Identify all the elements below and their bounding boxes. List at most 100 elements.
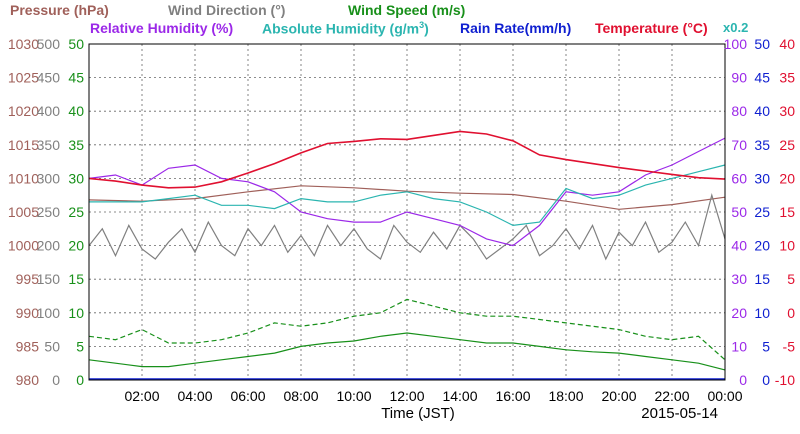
relative-humidity-line xyxy=(88,137,726,247)
pressure-tick-label: 990 xyxy=(16,305,40,321)
wind-speed-tick-label: 25 xyxy=(68,204,84,220)
x-tick-label: 06:00 xyxy=(230,388,265,404)
wind-direction-tick-label: 100 xyxy=(37,305,61,321)
legend-absolute-humidity-label: Absolute Humidity (g/m xyxy=(262,20,420,37)
legend-temperature: Temperature (°C) xyxy=(595,20,708,36)
rain-rate-tick-label: 50 xyxy=(754,36,770,52)
temperature-tick-label: 25 xyxy=(779,137,795,153)
wind-speed-tick-label: 50 xyxy=(68,36,84,52)
temperature-tick-label: 40 xyxy=(779,36,795,52)
plot-frame xyxy=(88,43,726,381)
temperature-tick-label: 10 xyxy=(779,238,795,254)
temperature-tick-label: -5 xyxy=(783,338,796,354)
rain-rate-tick-label: 30 xyxy=(754,170,770,186)
x-tick-label: 22:00 xyxy=(654,388,689,404)
relative-humidity-tick-label: 0 xyxy=(739,372,747,388)
wind-direction-tick-label: 400 xyxy=(37,103,61,119)
wind-speed-tick-label: 20 xyxy=(68,238,84,254)
pressure-tick-label: 1010 xyxy=(8,170,39,186)
rain-rate-tick-label: 10 xyxy=(754,305,770,321)
legend-relative-humidity-label: Relative Humidity (%) xyxy=(90,20,234,36)
relative-humidity-tick-label: 80 xyxy=(731,103,747,119)
x-tick-label: 10:00 xyxy=(336,388,371,404)
relative-humidity-tick-label: 10 xyxy=(731,338,747,354)
wind-speed-gust-m-s-line xyxy=(88,298,726,361)
relative-humidity-tick-label: 70 xyxy=(731,137,747,153)
legend-absolute-humidity-exp: 3 xyxy=(419,20,425,30)
legend-rain-rate: Rain Rate(mm/h) xyxy=(460,20,571,36)
series-layer xyxy=(88,130,726,371)
absolute-humidity-g-m3-line xyxy=(89,164,726,227)
x-tick-label: 14:00 xyxy=(442,388,477,404)
legend-wind-speed: Wind Speed (m/s) xyxy=(348,2,465,18)
temperature-tick-label: -10 xyxy=(775,372,795,388)
x-tick-label: 00:00 xyxy=(707,388,742,404)
rain-rate-tick-label: 20 xyxy=(754,238,770,254)
wind-speed-tick-label: 5 xyxy=(76,338,84,354)
wind-speed-tick-label: 10 xyxy=(68,305,84,321)
x-tick-label: 12:00 xyxy=(389,388,424,404)
relative-humidity-tick-label: 20 xyxy=(731,305,747,321)
x-tick-label: 20:00 xyxy=(601,388,636,404)
x-tick-label: 08:00 xyxy=(283,388,318,404)
pressure-tick-label: 1015 xyxy=(8,137,39,153)
wind-speed-tick-label: 35 xyxy=(68,137,84,153)
x-tick-labels: 02:00 04:00 06:00 08:00 10:00 12:00 14:00 16:00… xyxy=(124,388,742,404)
pressure-tick-label: 1000 xyxy=(8,238,39,254)
legend-pressure-label: Pressure (hPa) xyxy=(10,2,109,18)
relative-humidity-tick-label: 90 xyxy=(731,70,747,86)
wind-direction-tick-label: 450 xyxy=(37,70,61,86)
temperature-tick-label: 30 xyxy=(779,103,795,119)
rain-rate-tick-label: 5 xyxy=(762,338,770,354)
wind-direction-tick-label: 300 xyxy=(37,170,61,186)
x-tick-label: 16:00 xyxy=(495,388,530,404)
wind-speed-tick-label: 45 xyxy=(68,70,84,86)
x-axis-title: Time (JST) xyxy=(381,405,455,422)
legend-wind-speed-label: Wind Speed (m/s) xyxy=(348,2,466,18)
pressure-tick-label: 985 xyxy=(16,338,40,354)
temperature-tick-label: 35 xyxy=(779,70,795,86)
legend-wind-direction-label: Wind Direction (°) xyxy=(168,2,286,18)
legend-absolute-humidity: Absolute Humidity (g/m3) xyxy=(262,20,429,37)
grid xyxy=(89,44,725,380)
wind-direction-tick-label: 0 xyxy=(52,372,60,388)
legend-wind-direction: Wind Direction (°) xyxy=(168,2,285,18)
ah-scale-label: x0.2 xyxy=(723,20,748,35)
pressure-tick-label: 995 xyxy=(16,271,40,287)
wind-direction-line xyxy=(88,192,726,261)
wind-direction-tick-label: 200 xyxy=(37,238,61,254)
wind-direction-tick-label: 350 xyxy=(37,137,61,153)
wind-speed-tick-label: 0 xyxy=(76,372,84,388)
legend-relative-humidity: Relative Humidity (%) xyxy=(90,20,233,36)
temperature-c-line xyxy=(88,130,726,189)
axis-labels: 9809859909951000100510101015102010251030… xyxy=(8,36,795,388)
wind-speed-tick-label: 15 xyxy=(68,271,84,287)
rain-rate-tick-label: 15 xyxy=(754,271,770,287)
wind-direction-tick-label: 500 xyxy=(37,36,61,52)
pressure-tick-label: 1005 xyxy=(8,204,39,220)
x-tick-label: 02:00 xyxy=(124,388,159,404)
rain-rate-tick-label: 25 xyxy=(754,204,770,220)
relative-humidity-tick-label: 60 xyxy=(731,170,747,186)
date-label: 2015-05-14 xyxy=(641,405,718,422)
pressure-tick-label: 1030 xyxy=(8,36,39,52)
temperature-tick-label: 20 xyxy=(779,170,795,186)
legend-rain-rate-label: Rain Rate(mm/h) xyxy=(460,20,572,36)
ah-scale-text: x0.2 xyxy=(723,20,749,35)
relative-humidity-tick-label: 50 xyxy=(731,204,747,220)
wind-direction-tick-label: 250 xyxy=(37,204,61,220)
wind-speed-tick-label: 40 xyxy=(68,103,84,119)
rain-rate-tick-label: 40 xyxy=(754,103,770,119)
pressure-tick-label: 1025 xyxy=(8,70,39,86)
wind-direction-tick-label: 50 xyxy=(44,338,60,354)
relative-humidity-tick-label: 100 xyxy=(724,36,748,52)
pressure-tick-label: 980 xyxy=(16,372,40,388)
temperature-tick-label: 0 xyxy=(787,305,795,321)
x-tick-label: 04:00 xyxy=(177,388,212,404)
legend-pressure: Pressure (hPa) xyxy=(10,2,109,18)
x-tick-label: 18:00 xyxy=(548,388,583,404)
rain-rate-tick-label: 0 xyxy=(762,372,770,388)
rain-rate-tick-label: 45 xyxy=(754,70,770,86)
relative-humidity-tick-label: 30 xyxy=(731,271,747,287)
